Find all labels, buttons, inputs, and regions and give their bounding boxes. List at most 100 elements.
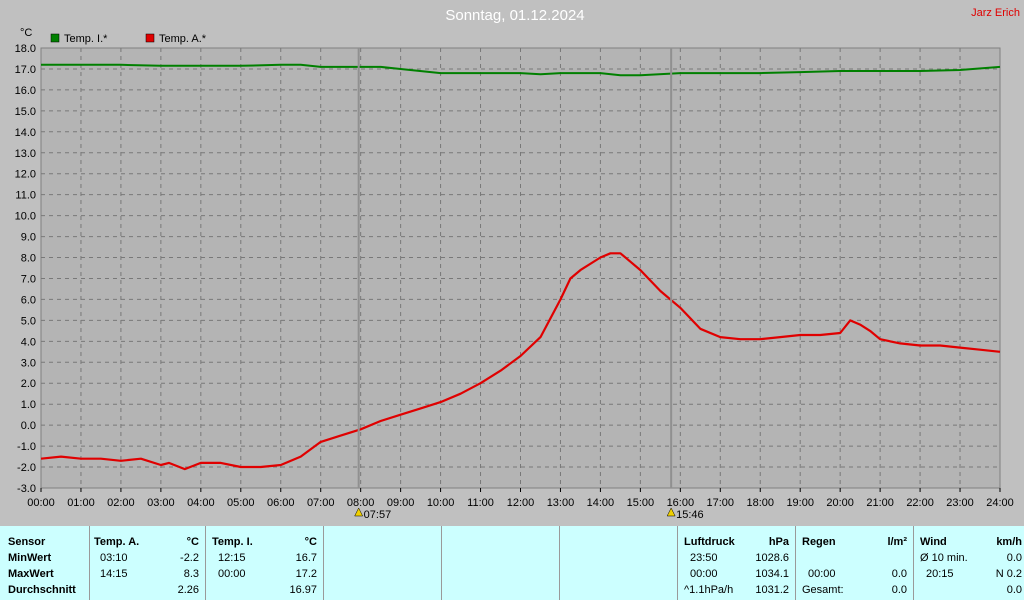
temp-a-min-time: 03:10 xyxy=(100,552,128,564)
x-tick-label: 07:00 xyxy=(307,497,335,509)
y-tick-label: 12.0 xyxy=(15,169,36,181)
x-tick-label: 01:00 xyxy=(67,497,95,509)
y-axis-unit: °C xyxy=(20,27,32,39)
y-tick-label: -1.0 xyxy=(17,441,36,453)
x-tick-label: 03:00 xyxy=(147,497,175,509)
temp-a-max-value: 8.3 xyxy=(183,568,199,580)
pressure-header: Luftdruck xyxy=(684,536,735,548)
y-tick-label: 18.0 xyxy=(15,43,36,55)
x-tick-label: 22:00 xyxy=(906,497,934,509)
rain-unit: l/m² xyxy=(887,536,907,548)
legend-swatch-temp-a xyxy=(145,33,155,43)
x-tick-label: 20:00 xyxy=(826,497,854,509)
temp-a-unit: °C xyxy=(186,536,199,548)
temp-i-avg: 16.97 xyxy=(289,584,317,596)
y-tick-label: 4.0 xyxy=(21,336,36,348)
series-line-temp-a xyxy=(40,252,1001,471)
legend-label-temp-i: Temp. I.* xyxy=(64,33,108,45)
x-tick-label: 19:00 xyxy=(786,497,814,509)
stats-row-max: MaxWert xyxy=(8,568,54,580)
temp-i-header: Temp. I. xyxy=(212,536,253,548)
sunrise-time: 07:57 xyxy=(364,509,392,521)
sunset-time: 15:46 xyxy=(676,509,704,521)
x-tick-label: 00:00 xyxy=(27,497,55,509)
x-tick-label: 18:00 xyxy=(746,497,774,509)
wind-max-time: 20:15 xyxy=(926,568,954,580)
temp-a-max-time: 14:15 xyxy=(100,568,128,580)
sunset-icon xyxy=(666,507,676,517)
y-tick-label: 7.0 xyxy=(21,273,36,285)
rain-header: Regen xyxy=(802,536,836,548)
wind-header: Wind xyxy=(920,536,947,548)
y-tick-label: 0.0 xyxy=(21,420,36,432)
pressure-trend: ^1.1hPa/h xyxy=(684,584,734,596)
temp-i-unit: °C xyxy=(304,536,317,548)
y-tick-label: 16.0 xyxy=(15,85,36,97)
grid-lines xyxy=(41,48,1000,488)
pressure-avg: 1031.2 xyxy=(755,584,789,596)
stats-table: Sensor MinWert MaxWert Durchschnitt Temp… xyxy=(0,526,1024,600)
y-tick-label: -3.0 xyxy=(17,483,36,495)
x-tick-label: 06:00 xyxy=(267,497,295,509)
stats-col-temp-i: Temp. I. °C 12:15 16.7 00:00 17.2 16.97 xyxy=(206,526,324,600)
x-tick-label: 08:00 xyxy=(347,497,375,509)
temp-i-min-value: 16.7 xyxy=(295,552,317,564)
x-tick-label: 24:00 xyxy=(986,497,1014,509)
x-tick-label: 23:00 xyxy=(946,497,974,509)
x-tick-label: 15:00 xyxy=(627,497,655,509)
chart-title: Sonntag, 01.12.2024 xyxy=(445,7,584,24)
rain-total: 0.0 xyxy=(891,584,907,596)
y-tick-label: 10.0 xyxy=(15,211,36,223)
stats-col-pressure: Luftdruck hPa 23:50 1028.6 00:00 1034.1 … xyxy=(678,526,796,600)
x-tick-label: 21:00 xyxy=(866,497,894,509)
temperature-chart: Sonntag, 01.12.2024 Jarz Erich °C Temp. … xyxy=(15,7,1020,521)
y-tick-label: 2.0 xyxy=(21,378,36,390)
temp-i-max-value: 17.2 xyxy=(295,568,317,580)
sun-markers: 07:57 15:46 xyxy=(354,48,704,521)
stats-col-rain: Regen l/m² 00:00 0.0 Gesamt: 0.0 xyxy=(796,526,914,600)
temp-a-min-value: -2.2 xyxy=(180,552,199,564)
y-tick-label: 9.0 xyxy=(21,232,36,244)
x-tick-label: 12:00 xyxy=(507,497,535,509)
stats-col-labels: Sensor MinWert MaxWert Durchschnitt xyxy=(0,526,90,600)
stats-col-empty-2 xyxy=(442,526,560,600)
rain-max-value: 0.0 xyxy=(891,568,907,580)
pressure-max-value: 1034.1 xyxy=(755,568,789,580)
wind-other-value: 0.0 xyxy=(1006,584,1022,596)
temp-a-header: Temp. A. xyxy=(94,536,140,548)
temp-i-min-time: 12:15 xyxy=(218,552,246,564)
x-tick-label: 09:00 xyxy=(387,497,415,509)
y-tick-label: 3.0 xyxy=(21,357,36,369)
series-line-temp-i xyxy=(41,63,1001,77)
y-tick-label: 6.0 xyxy=(21,294,36,306)
x-tick-label: 02:00 xyxy=(107,497,135,509)
rain-total-label: Gesamt: xyxy=(802,584,844,596)
x-tick-label: 05:00 xyxy=(227,497,255,509)
sunrise-icon xyxy=(354,507,364,517)
y-tick-label: 13.0 xyxy=(15,148,36,160)
wind-avg-label: Ø 10 min. xyxy=(920,552,968,564)
y-tick-label: 14.0 xyxy=(15,127,36,139)
wind-max-value: N 0.2 xyxy=(995,568,1022,580)
x-tick-label: 11:00 xyxy=(467,497,494,509)
stats-col-temp-a: Temp. A. °C 03:10 -2.2 14:15 8.3 2.26 xyxy=(90,526,206,600)
y-tick-label: 5.0 xyxy=(21,315,36,327)
wind-avg-value: 0.0 xyxy=(1006,552,1022,564)
x-tick-label: 04:00 xyxy=(187,497,215,509)
x-tick-label: 16:00 xyxy=(667,497,695,509)
y-axis: 18.0 17.0 16.0 15.0 14.0 13.0 12.0 11.0 10.0 9.0 8… xyxy=(15,43,36,495)
y-tick-label: 17.0 xyxy=(15,64,36,76)
legend-swatch-temp-i xyxy=(50,33,60,43)
y-tick-label: 1.0 xyxy=(21,399,36,411)
stats-row-min: MinWert xyxy=(8,552,52,564)
x-tick-label: 10:00 xyxy=(427,497,455,509)
pressure-min-value: 1028.6 xyxy=(755,552,789,564)
series-lines xyxy=(40,63,1001,471)
stats-header-sensor: Sensor xyxy=(8,536,46,548)
rain-max-time: 00:00 xyxy=(808,568,836,580)
x-tick-label: 17:00 xyxy=(707,497,735,509)
stats-col-empty-3 xyxy=(560,526,678,600)
x-axis: 00:00 01:00 02:00 03:00 04:00 05:00 06:00 07:00… xyxy=(27,488,1014,509)
stats-col-empty-1 xyxy=(324,526,442,600)
pressure-max-time: 00:00 xyxy=(690,568,718,580)
